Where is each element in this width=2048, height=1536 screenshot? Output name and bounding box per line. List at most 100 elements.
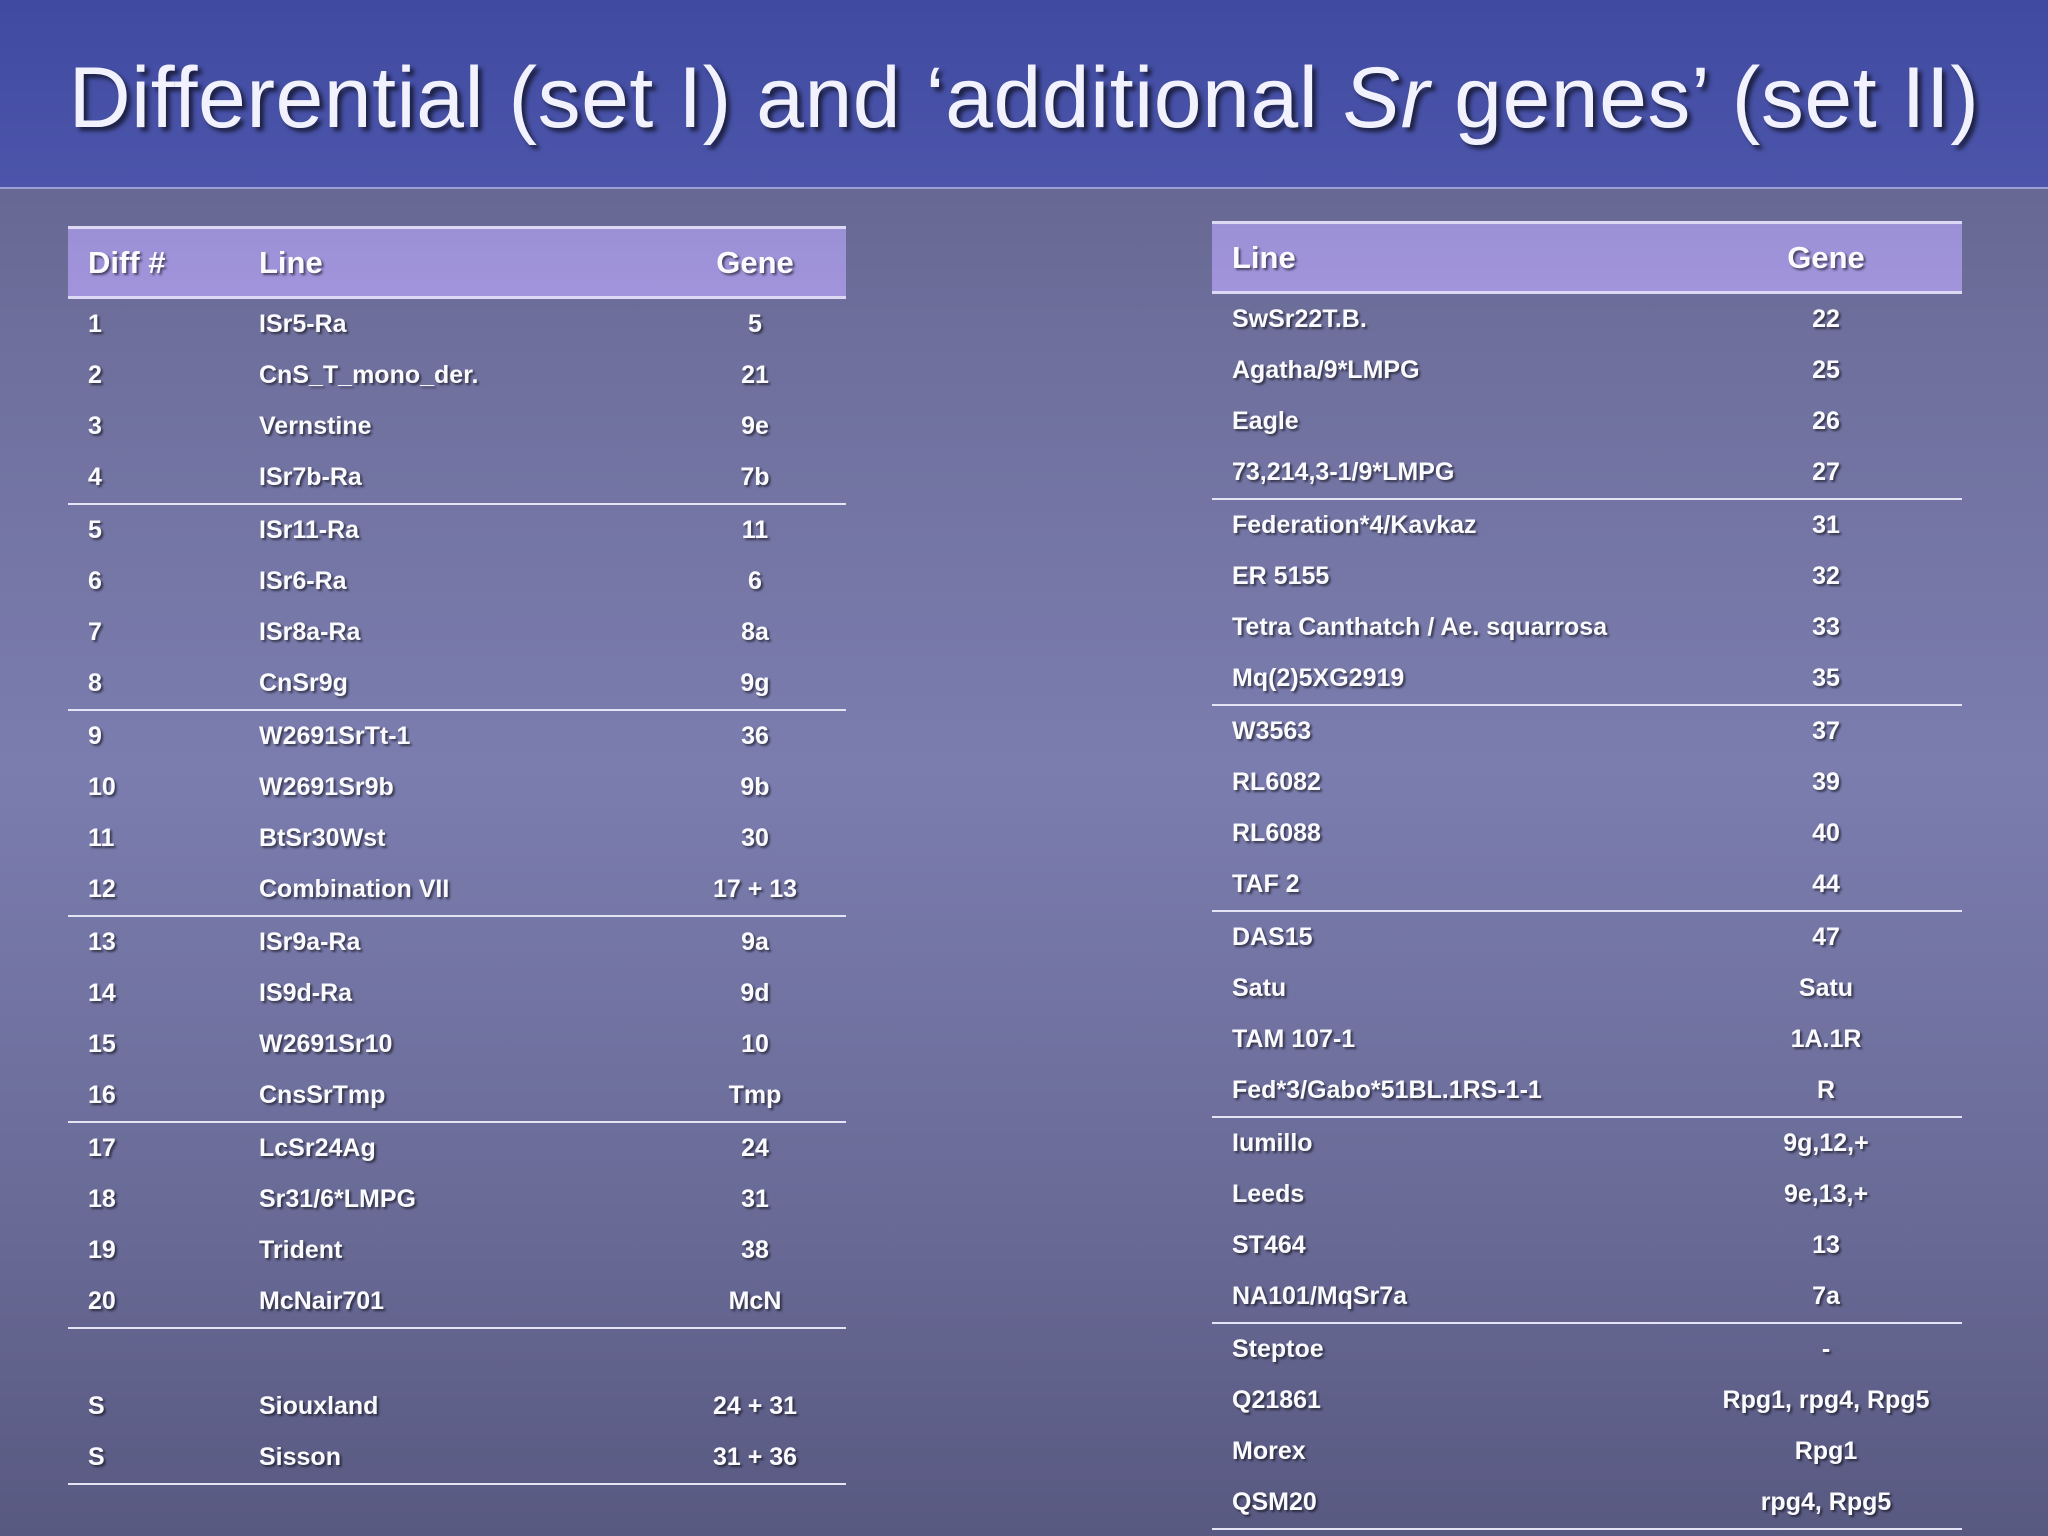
table-row: S Sisson 31 + 36 xyxy=(68,1432,846,1485)
line-cell: ISr8a-Ra xyxy=(259,618,361,646)
diff-number-cell: 7 xyxy=(88,618,102,646)
line-cell: NA101/MqSr7a xyxy=(1212,1271,1690,1324)
line-cell: Sr31/6*LMPG xyxy=(259,1185,417,1213)
gene-cell: 27 xyxy=(1690,447,1962,500)
table-row: NA101/MqSr7a 7a xyxy=(1212,1271,1962,1324)
line-cell: McNair701 xyxy=(239,1276,664,1329)
line-cell: Leeds xyxy=(1232,1180,1305,1208)
title-bar: Differential (set I) and ‘additional Sr … xyxy=(0,0,2048,189)
table-row: 7 ISr8a-Ra 8a xyxy=(68,607,846,658)
table-row: Fed*3/Gabo*51BL.1RS-1-1 R xyxy=(1212,1065,1962,1118)
diff-number-cell: 8 xyxy=(68,658,239,711)
gene-cell: 13 xyxy=(1812,1231,1840,1259)
column-header-gene: Gene xyxy=(664,226,846,299)
diff-number-cell: 16 xyxy=(68,1070,239,1123)
gene-cell: 30 xyxy=(741,824,769,852)
table-row: Steptoe - xyxy=(1212,1323,1962,1375)
line-cell: W2691SrTt-1 xyxy=(259,722,411,750)
line-cell: ST464 xyxy=(1232,1231,1306,1259)
line-cell: ISr6-Ra xyxy=(259,567,347,595)
table-row: 11 BtSr30Wst 30 xyxy=(68,813,846,864)
diff-number-cell: 11 xyxy=(88,824,115,852)
table-row: 10 W2691Sr9b 9b xyxy=(68,762,846,813)
spacer-cell xyxy=(68,1328,846,1381)
line-cell: Siouxland xyxy=(259,1392,379,1420)
gene-cell: Rpg1 xyxy=(1794,1437,1858,1465)
diff-number-cell: 15 xyxy=(88,1030,116,1058)
line-cell: BtSr30Wst xyxy=(259,824,386,852)
table-row: RL6082 39 xyxy=(1212,757,1962,808)
line-cell: Mq(2)5XG2919 xyxy=(1212,653,1690,706)
gene-cell: Tmp xyxy=(664,1070,846,1123)
set-1-differential-table: Diff # Line Gene 1 ISr5-Ra 5 2 CnS_T_mono_de… xyxy=(68,226,846,1485)
gene-cell: 9d xyxy=(740,979,770,1007)
title-text-end: genes’ (set II) xyxy=(1429,50,1980,146)
gene-cell: 17 + 13 xyxy=(664,864,846,917)
gene-cell: 21 xyxy=(741,361,769,389)
table-row: S Siouxland 24 + 31 xyxy=(68,1381,846,1432)
line-cell: QSM20 xyxy=(1212,1477,1690,1530)
line-cell: IS9d-Ra xyxy=(259,979,353,1007)
diff-number-cell: 17 xyxy=(88,1134,116,1162)
table-row: 1 ISr5-Ra 5 xyxy=(68,298,846,351)
table-row: 5 ISr11-Ra 11 xyxy=(68,504,846,556)
gene-cell: 9g,12,+ xyxy=(1783,1129,1869,1157)
gene-cell: 35 xyxy=(1690,653,1962,706)
line-cell: ISr7b-Ra xyxy=(239,452,664,505)
column-header-diff-number: Diff # xyxy=(68,226,239,299)
line-cell: W2691Sr10 xyxy=(259,1030,393,1058)
diff-number-cell: 3 xyxy=(88,412,102,440)
gene-cell: 44 xyxy=(1690,859,1962,912)
gene-cell: 31 xyxy=(1812,511,1840,539)
line-cell: Combination VII xyxy=(239,864,664,917)
spacer-row xyxy=(68,1328,846,1381)
set-1-header-row: Diff # Line Gene xyxy=(68,226,846,299)
diff-number-cell: 9 xyxy=(88,722,102,750)
table-row: 20 McNair701 McN xyxy=(68,1276,846,1329)
line-cell: ISr5-Ra xyxy=(259,310,347,338)
table-row: Tetra Canthatch / Ae. squarrosa 33 xyxy=(1212,602,1962,653)
set-2-table-body: SwSr22T.B. 22 Agatha/9*LMPG 25 Eagle 26 73,214… xyxy=(1212,293,1962,1530)
table-row: QSM20 rpg4, Rpg5 xyxy=(1212,1477,1962,1530)
gene-cell: 6 xyxy=(748,567,762,595)
diff-number-cell: S xyxy=(68,1432,239,1485)
table-row: Agatha/9*LMPG 25 xyxy=(1212,345,1962,396)
line-cell: RL6082 xyxy=(1232,768,1321,796)
gene-cell: 9e,13,+ xyxy=(1783,1180,1869,1208)
gene-cell: 11 xyxy=(741,516,769,544)
line-cell: Federation*4/Kavkaz xyxy=(1232,511,1477,539)
table-row: TAF 2 44 xyxy=(1212,859,1962,912)
table-row: 73,214,3-1/9*LMPG 27 xyxy=(1212,447,1962,500)
table-row: W3563 37 xyxy=(1212,705,1962,757)
diff-number-cell: 2 xyxy=(88,361,102,389)
gene-cell: 22 xyxy=(1812,305,1840,333)
gene-cell: 9b xyxy=(740,773,770,801)
set-2-header-row: Line Gene xyxy=(1212,221,1962,294)
gene-cell: 26 xyxy=(1812,407,1840,435)
table-row: 4 ISr7b-Ra 7b xyxy=(68,452,846,505)
line-cell: Vernstine xyxy=(259,412,372,440)
column-header-line: Line xyxy=(1212,221,1690,294)
title-text-start: Differential (set I) and ‘additional xyxy=(68,50,1343,146)
gene-cell: 39 xyxy=(1812,768,1840,796)
gene-cell: 24 xyxy=(741,1134,769,1162)
table-row: RL6088 40 xyxy=(1212,808,1962,859)
table-row: 19 Trident 38 xyxy=(68,1225,846,1276)
gene-cell: 1A.1R xyxy=(1790,1025,1862,1053)
column-header-gene: Gene xyxy=(1690,221,1962,294)
set-2-additional-genes-table: Line Gene SwSr22T.B. 22 Agatha/9*LMPG 25 Eag… xyxy=(1212,221,1962,1530)
table-row: 15 W2691Sr10 10 xyxy=(68,1019,846,1070)
gene-cell: 31 xyxy=(741,1185,769,1213)
line-cell: Agatha/9*LMPG xyxy=(1232,356,1420,384)
diff-number-cell: 5 xyxy=(88,516,102,544)
gene-cell: 33 xyxy=(1812,613,1840,641)
gene-cell: 47 xyxy=(1812,923,1840,951)
gene-cell: 24 + 31 xyxy=(712,1392,798,1420)
gene-cell: 8a xyxy=(741,618,769,646)
diff-number-cell: S xyxy=(88,1392,105,1420)
table-row: 6 ISr6-Ra 6 xyxy=(68,556,846,607)
line-cell: W2691Sr9b xyxy=(259,773,394,801)
set-1-table-body: 1 ISr5-Ra 5 2 CnS_T_mono_der. 21 3 Vernstine 9e 4… xyxy=(68,298,846,1485)
table-row: Satu Satu xyxy=(1212,963,1962,1014)
table-row: 12 Combination VII 17 + 13 xyxy=(68,864,846,917)
